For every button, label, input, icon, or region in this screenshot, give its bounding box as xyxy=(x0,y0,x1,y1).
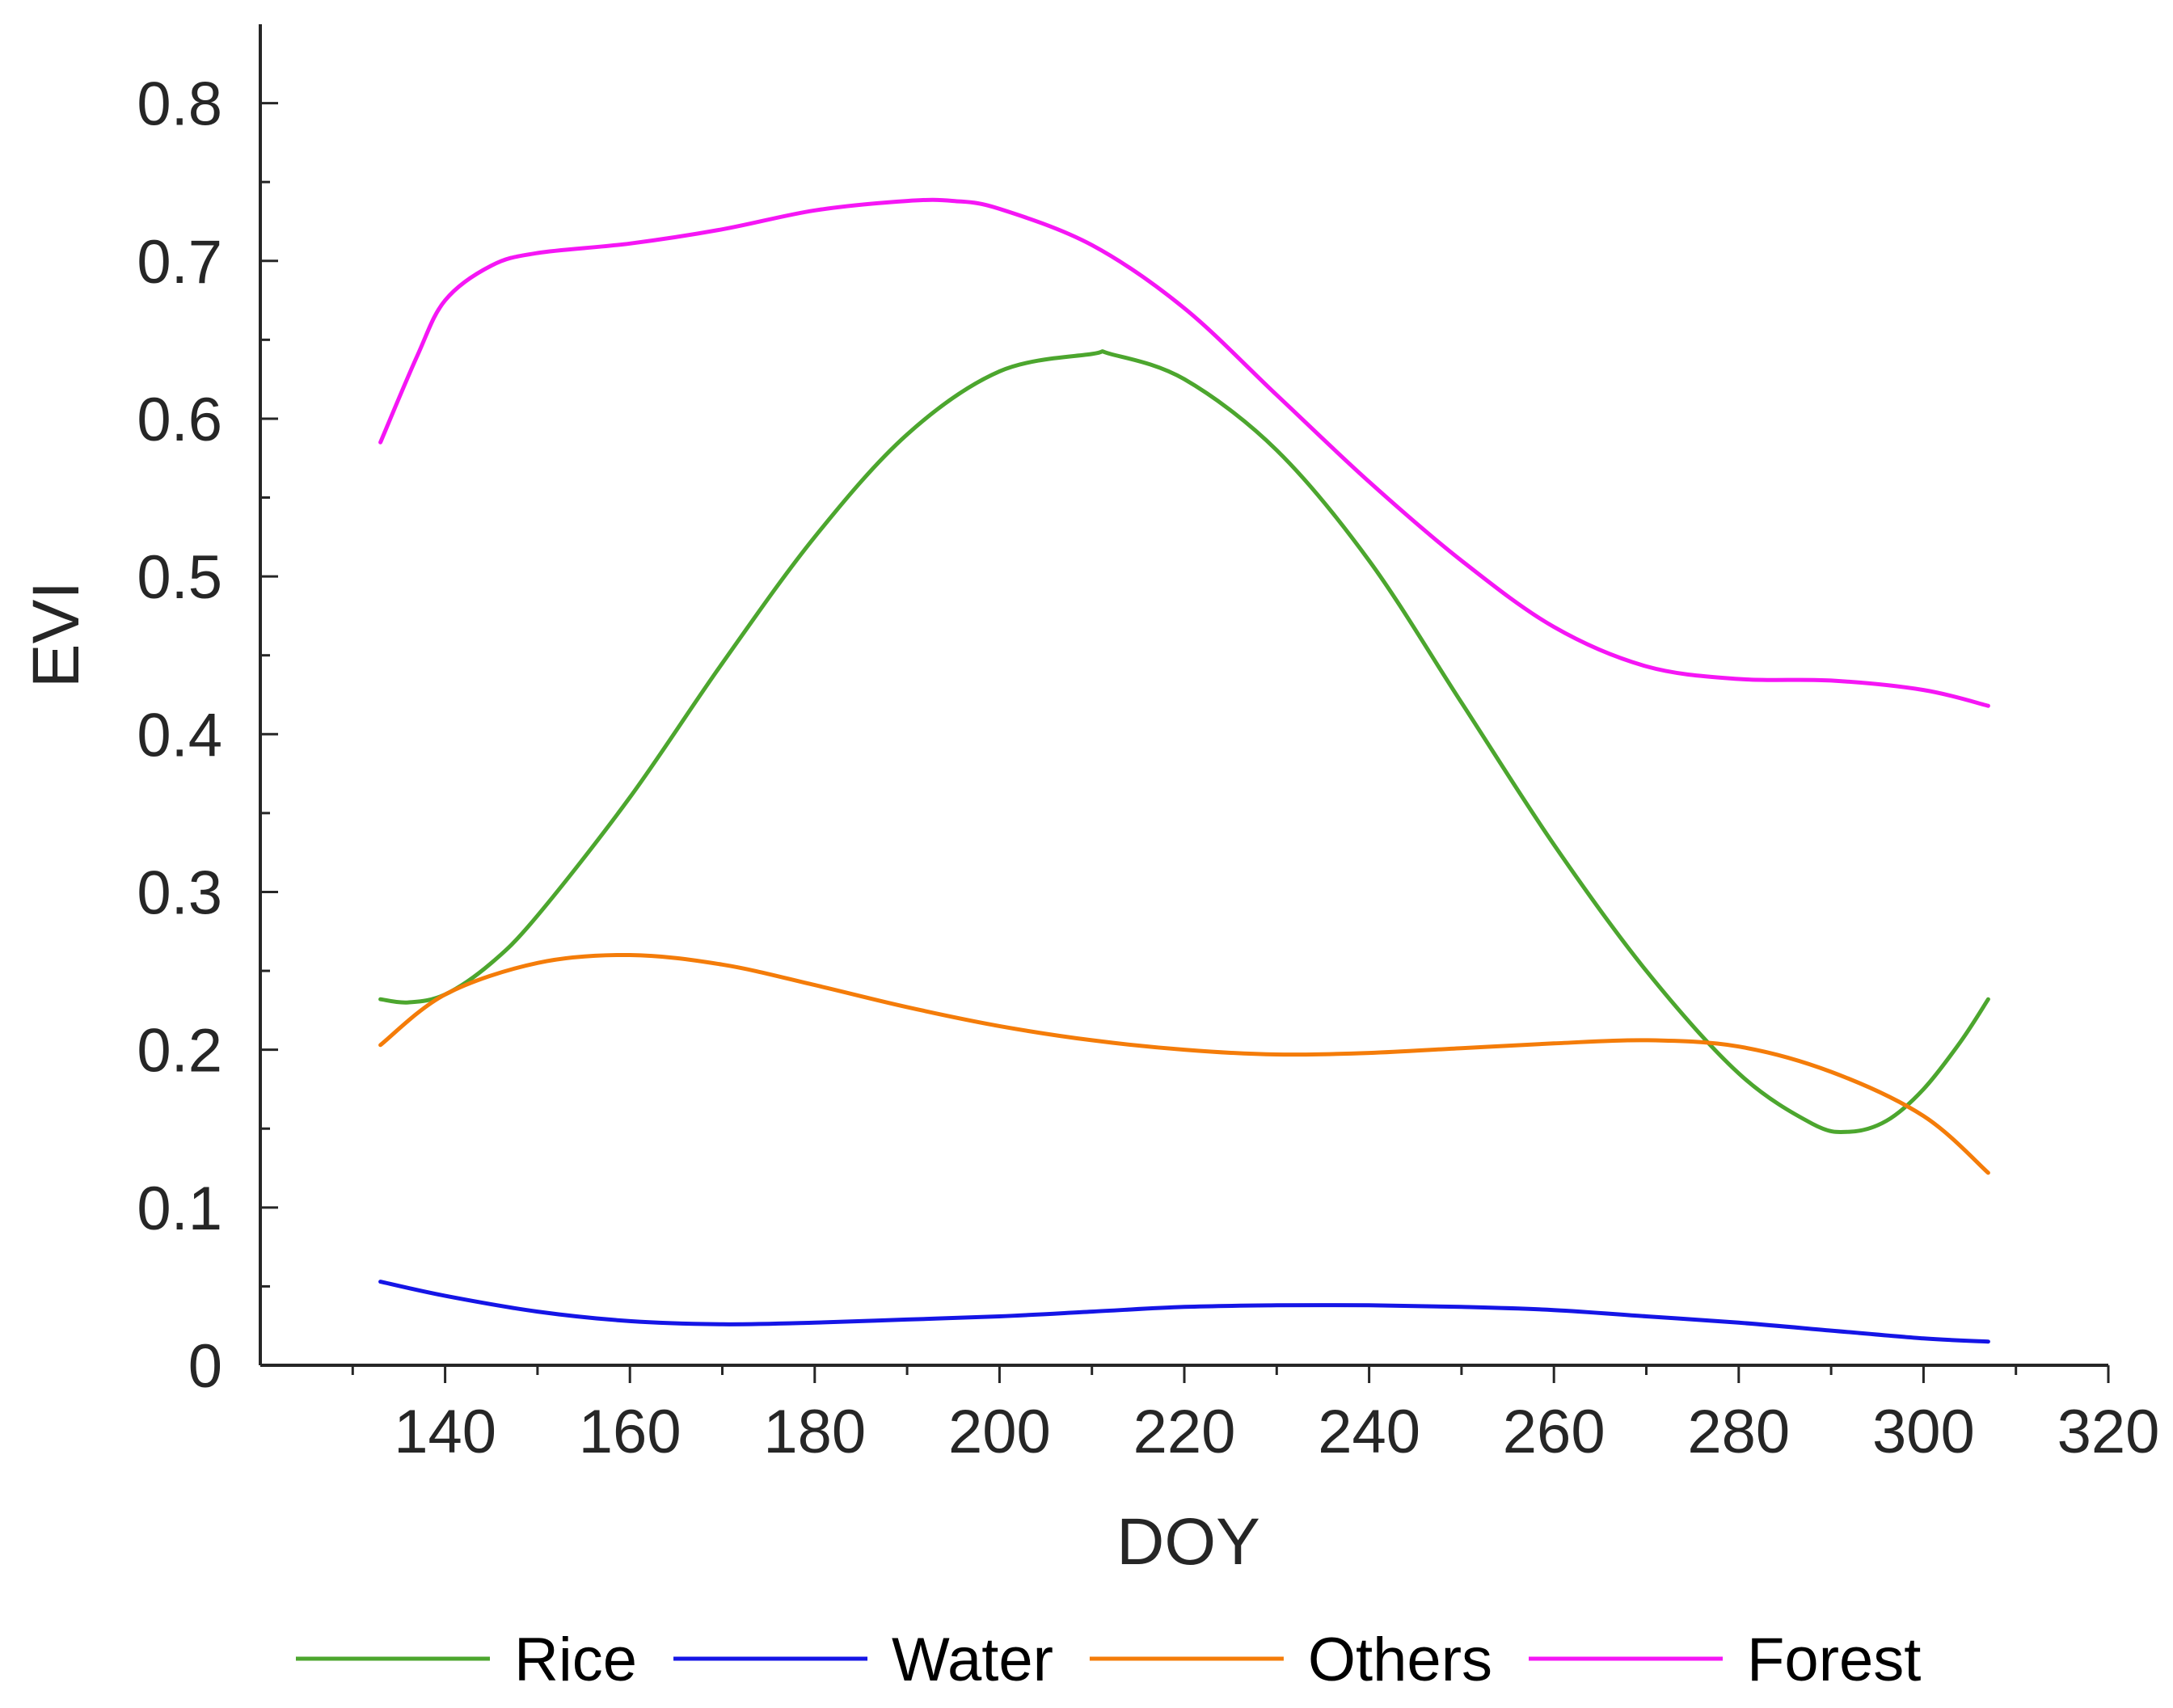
x-tick-label: 200 xyxy=(948,1398,1051,1466)
x-tick-label: 300 xyxy=(1872,1398,1975,1466)
legend-label-rice: Rice xyxy=(514,1626,637,1694)
y-tick-label: 0.1 xyxy=(137,1175,222,1243)
y-tick-label: 0.8 xyxy=(137,70,222,139)
y-tick-label: 0.3 xyxy=(137,858,222,927)
legend: Rice Water Others Forest xyxy=(296,1626,1921,1694)
x-axis-ticks: 140 160 180 200 220 240 260 280 300 320 xyxy=(351,1365,2160,1466)
y-tick-label: 0.7 xyxy=(137,228,222,297)
legend-label-others: Others xyxy=(1308,1626,1492,1694)
y-tick-label: 0.2 xyxy=(137,1017,222,1086)
series-layer xyxy=(378,197,1990,1344)
y-axis-title: EVI xyxy=(19,581,93,688)
series-line-forest xyxy=(378,197,1990,708)
x-tick-label: 180 xyxy=(763,1398,866,1466)
x-tick-label: 280 xyxy=(1687,1398,1790,1466)
y-tick-label: 0.4 xyxy=(137,701,222,770)
x-tick-label: 320 xyxy=(2057,1398,2160,1466)
series-line-water xyxy=(378,1280,1990,1344)
axes xyxy=(259,24,2108,1367)
x-tick-label: 260 xyxy=(1503,1398,1605,1466)
x-axis-title: DOY xyxy=(1116,1505,1260,1579)
x-tick-label: 160 xyxy=(579,1398,681,1466)
y-tick-label: 0 xyxy=(188,1332,222,1401)
x-tick-label: 240 xyxy=(1318,1398,1420,1466)
y-axis-ticks: 0 0.1 0.2 0.3 0.4 0.5 0.6 0.7 0.8 xyxy=(137,70,278,1401)
legend-label-forest: Forest xyxy=(1747,1626,1921,1694)
y-tick-label: 0.5 xyxy=(137,543,222,612)
legend-label-water: Water xyxy=(892,1626,1053,1694)
y-tick-label: 0.6 xyxy=(137,386,222,454)
series-line-others xyxy=(378,952,1990,1175)
x-tick-label: 220 xyxy=(1133,1398,1236,1466)
x-tick-label: 140 xyxy=(394,1398,496,1466)
series-line-rice xyxy=(378,349,1990,1135)
